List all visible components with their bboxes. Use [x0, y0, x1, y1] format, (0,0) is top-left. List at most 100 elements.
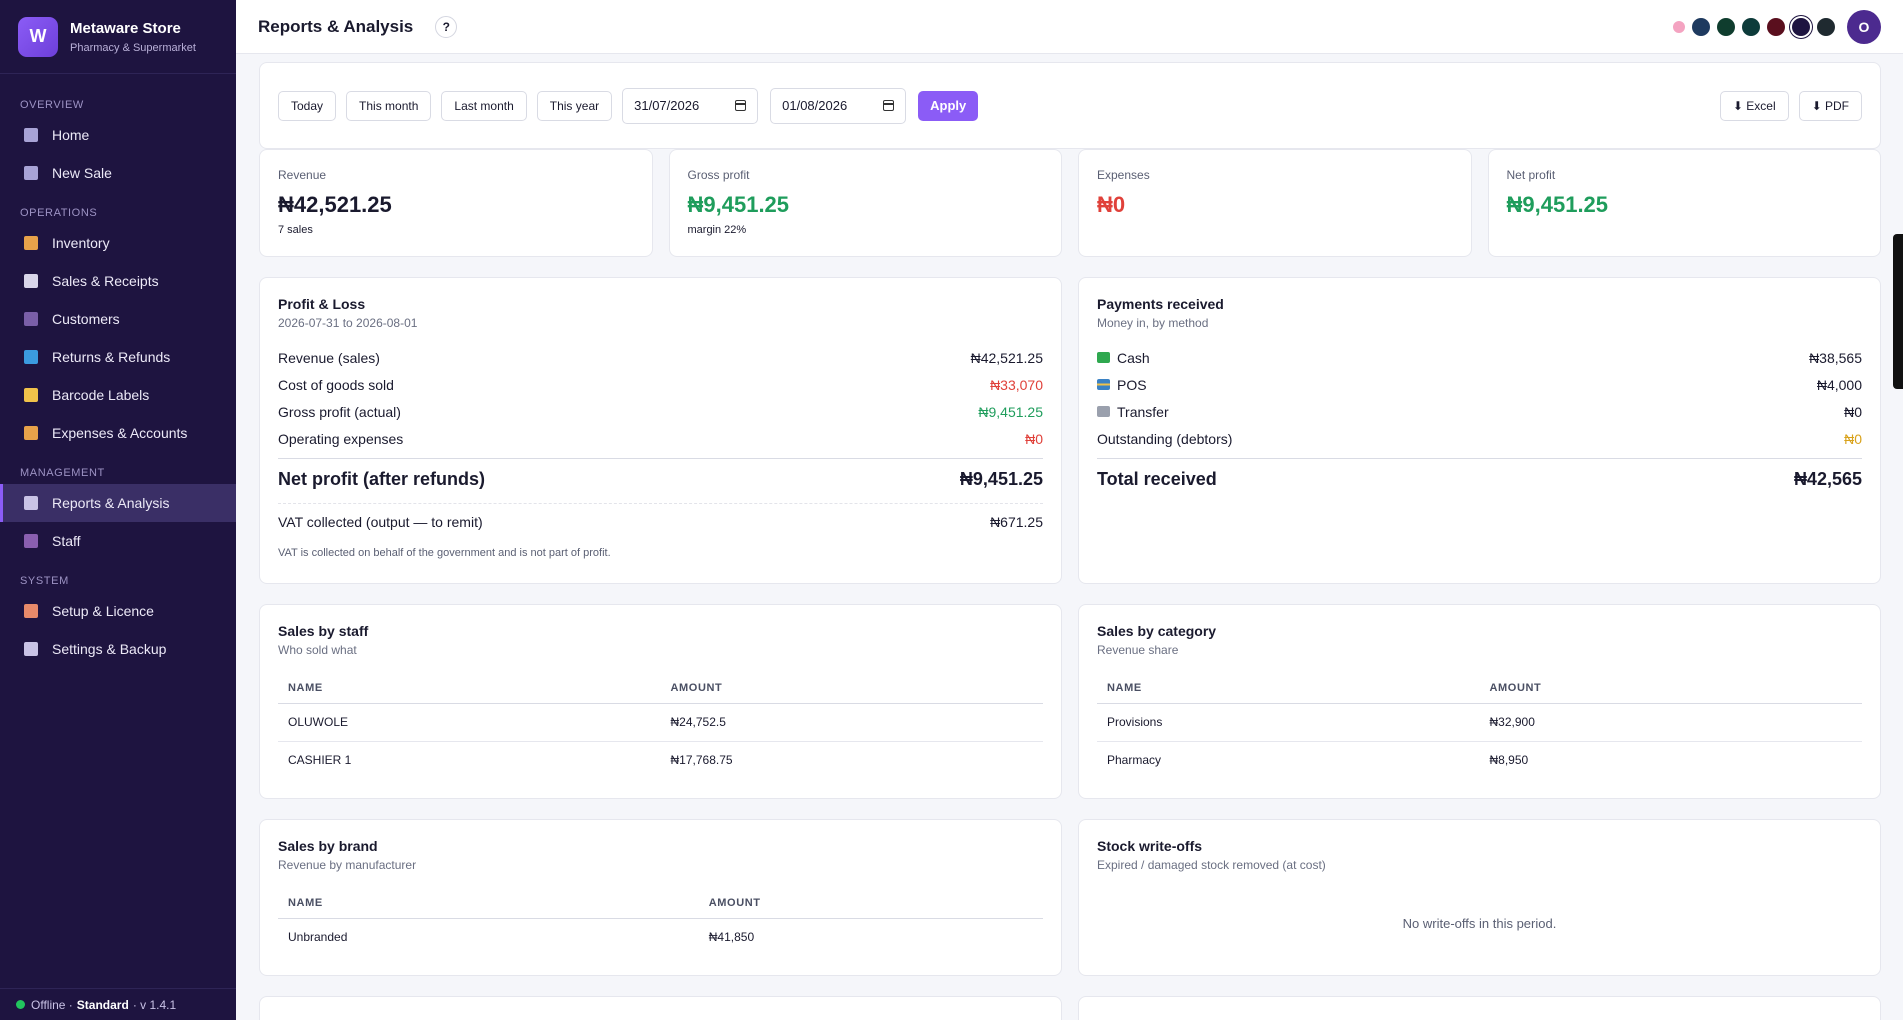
kpi-value: ₦9,451.25: [687, 192, 790, 217]
receipt-icon: [24, 274, 38, 288]
sidebar-item-settings-backup[interactable]: Settings & Backup: [0, 630, 236, 668]
line-label: Outstanding (debtors): [1097, 430, 1233, 447]
panel-subtitle: Money in, by method: [1097, 316, 1209, 330]
sidebar-item-home[interactable]: Home: [0, 116, 236, 154]
tag-icon: [24, 388, 38, 402]
this-month-button[interactable]: This month: [346, 90, 432, 121]
column-header: AMOUNT: [698, 888, 1043, 919]
panel-subtitle: Revenue by manufacturer: [278, 858, 417, 872]
empty-state: No write-offs in this period.: [1402, 916, 1557, 931]
last-month-button[interactable]: Last month: [441, 90, 527, 121]
cell-amount: ₦24,752.5: [660, 703, 1043, 742]
avatar[interactable]: O: [1847, 9, 1881, 44]
line-value: ₦671.25: [990, 513, 1043, 530]
sidebar-item-staff[interactable]: Staff: [0, 522, 236, 560]
panel-title: Sales by staff: [278, 623, 369, 639]
line-value: ₦9,451.25: [978, 403, 1043, 420]
apply-button[interactable]: Apply: [918, 90, 979, 121]
sidebar-item-new-sale[interactable]: New Sale: [0, 154, 236, 192]
kpi-gross-profit: Gross profit ₦9,451.25 margin 22%: [668, 149, 1062, 257]
kpi-value: ₦9,451.25: [1506, 192, 1609, 217]
brand: W Metaware Store Pharmacy & Supermarket: [0, 0, 236, 74]
theme-swatch[interactable]: [1717, 17, 1735, 36]
line-label: POS: [1117, 376, 1147, 393]
pnl-revenue-row: Revenue (sales) ₦42,521.25: [278, 344, 1043, 371]
row-next: [259, 996, 1881, 1020]
sidebar-item-label: Staff: [52, 533, 81, 549]
panel-subtitle: 2026-07-31 to 2026-08-01: [278, 316, 418, 330]
sidebar-item-label: Inventory: [52, 235, 110, 251]
cash-icon: [1097, 352, 1110, 363]
sidebar-item-barcode-labels[interactable]: Barcode Labels: [0, 376, 236, 414]
sidebar-item-label: Settings & Backup: [52, 641, 167, 657]
kpi-sub: 7 sales: [278, 224, 313, 236]
date-to-input[interactable]: 01/08/2026: [770, 87, 907, 124]
sidebar-item-customers[interactable]: Customers: [0, 300, 236, 338]
sidebar-item-label: Sales & Receipts: [52, 273, 159, 289]
filter-bar: Today This month Last month This year 31…: [259, 62, 1881, 149]
sidebar-item-returns-refunds[interactable]: Returns & Refunds: [0, 338, 236, 376]
divider: [278, 458, 1043, 459]
sidebar-nav: OVERVIEW Home New Sale OPERATIONS Inventory S…: [0, 94, 236, 668]
chart-icon: [24, 496, 38, 510]
payment-pos-row: POS ₦4,000: [1097, 371, 1862, 398]
sidebar-item-expenses-accounts[interactable]: Expenses & Accounts: [0, 414, 236, 452]
sidebar: W Metaware Store Pharmacy & Supermarket …: [0, 0, 236, 1020]
export-pdf-button[interactable]: ⬇ PDF: [1798, 90, 1862, 121]
user-icon: [24, 312, 38, 326]
kpi-label: Revenue: [278, 168, 327, 182]
cell-name: OLUWOLE: [278, 703, 661, 742]
line-value: ₦0: [1844, 403, 1862, 420]
kpi-row: Revenue ₦42,521.25 7 sales Gross profit …: [259, 149, 1881, 257]
total-label: Total received: [1097, 468, 1217, 489]
theme-swatch[interactable]: [1767, 17, 1785, 36]
sidebar-item-label: Reports & Analysis: [52, 495, 170, 511]
line-label: VAT collected (output — to remit): [278, 513, 483, 530]
sales-by-brand-card: Sales by brand Revenue by manufacturer N…: [259, 819, 1062, 976]
sidebar-item-label: Setup & Licence: [52, 603, 154, 619]
export-excel-button[interactable]: ⬇ Excel: [1719, 90, 1789, 121]
side-toolbar[interactable]: [1893, 234, 1903, 389]
status-text: Offline ·: [31, 997, 73, 1012]
date-from-value: 31/07/2026: [634, 98, 700, 113]
line-label: Transfer: [1117, 403, 1169, 420]
card-icon: [1097, 379, 1110, 390]
sidebar-footer: Offline · Standard · v 1.4.1: [0, 988, 236, 1020]
calendar-icon[interactable]: [883, 100, 895, 111]
sidebar-item-reports-analysis[interactable]: Reports & Analysis: [0, 484, 236, 522]
sidebar-item-inventory[interactable]: Inventory: [0, 224, 236, 262]
vat-note: VAT is collected on behalf of the govern…: [278, 547, 611, 559]
pnl-cogs-row: Cost of goods sold ₦33,070: [278, 371, 1043, 398]
theme-swatch[interactable]: [1817, 17, 1835, 36]
calendar-icon[interactable]: [735, 100, 747, 111]
row-pnl-payments: Profit & Loss 2026-07-31 to 2026-08-01 R…: [259, 277, 1881, 584]
sidebar-item-sales-receipts[interactable]: Sales & Receipts: [0, 262, 236, 300]
column-header: NAME: [278, 888, 699, 919]
this-year-button[interactable]: This year: [536, 90, 613, 121]
panel-title: Sales by category: [1097, 623, 1217, 639]
panel-title: Stock write-offs: [1097, 838, 1203, 854]
money-bag-icon: [24, 426, 38, 440]
line-value: ₦33,070: [990, 376, 1043, 393]
line-label: Operating expenses: [278, 430, 404, 447]
panel-subtitle: Expired / damaged stock removed (at cost…: [1097, 858, 1326, 872]
sales-by-staff-table: NAME AMOUNT OLUWOLE ₦24,752.5 CASHIER 1 ₦17…: [278, 673, 1043, 779]
theme-swatch[interactable]: [1692, 17, 1710, 36]
line-value: ₦0: [1844, 430, 1862, 447]
line-label: Gross profit (actual): [278, 403, 401, 420]
cart-icon: [24, 166, 38, 180]
sidebar-item-label: Barcode Labels: [52, 387, 150, 403]
sidebar-item-setup-licence[interactable]: Setup & Licence: [0, 592, 236, 630]
date-from-input[interactable]: 31/07/2026: [622, 87, 759, 124]
status-dot-icon: [16, 1000, 25, 1009]
theme-swatch[interactable]: [1792, 17, 1810, 36]
today-button[interactable]: Today: [278, 90, 337, 121]
help-button[interactable]: ?: [435, 15, 458, 38]
date-to-value: 01/08/2026: [782, 98, 848, 113]
cell-amount: ₦32,900: [1479, 703, 1862, 742]
pnl-opex-row: Operating expenses ₦0: [278, 425, 1043, 452]
stock-write-offs-card: Stock write-offs Expired / damaged stock…: [1078, 819, 1881, 976]
nav-section-title: OVERVIEW: [20, 99, 84, 111]
theme-swatch[interactable]: [1742, 17, 1760, 36]
line-value: ₦38,565: [1809, 349, 1862, 366]
